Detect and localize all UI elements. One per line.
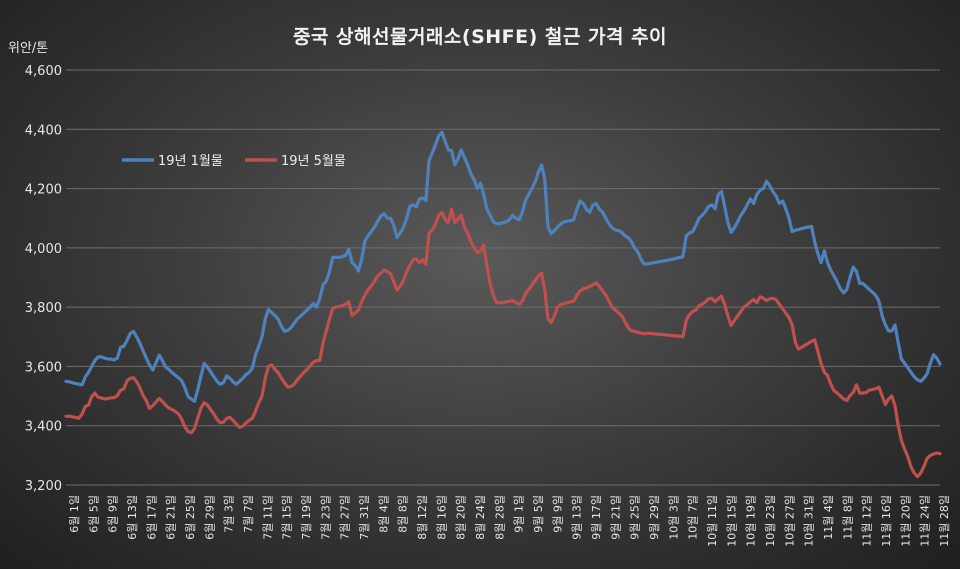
x-tick-label: 7월 15일 bbox=[280, 495, 294, 540]
x-tick-label: 10월 11일 bbox=[705, 495, 719, 547]
x-tick-label: 8월 20일 bbox=[454, 495, 468, 540]
x-tick-label: 6월 17일 bbox=[144, 495, 158, 540]
x-tick-label: 11월 24일 bbox=[918, 495, 932, 547]
y-tick-label: 3,400 bbox=[25, 420, 62, 435]
series-line-2 bbox=[64, 207, 942, 479]
x-tick-label: 10월 15일 bbox=[724, 495, 738, 547]
y-tick-label: 4,600 bbox=[25, 64, 62, 79]
y-tick-label: 3,200 bbox=[25, 479, 62, 494]
x-tick-label: 9월 13일 bbox=[570, 495, 584, 540]
x-tick-label: 8월 28일 bbox=[492, 495, 506, 540]
x-tick-label: 9월 9일 bbox=[550, 495, 564, 533]
x-tick-label: 10월 31일 bbox=[802, 495, 816, 547]
x-tick-label: 10월 23일 bbox=[763, 495, 777, 547]
x-tick-label: 9월 17일 bbox=[589, 495, 603, 540]
x-tick-label: 8월 4일 bbox=[376, 495, 390, 533]
x-tick-label: 9월 25일 bbox=[628, 495, 642, 540]
x-tick-label: 8월 8일 bbox=[396, 495, 410, 533]
x-tick-label: 6월 1일 bbox=[67, 495, 81, 533]
x-tick-label: 11월 8일 bbox=[840, 495, 854, 540]
x-tick-label: 6월 13일 bbox=[125, 495, 139, 540]
x-tick-label: 7월 11일 bbox=[260, 495, 274, 540]
x-tick-label: 10월 27일 bbox=[782, 495, 796, 547]
chart-title: 중국 상해선물거래소(SHFE) 철근 가격 추이 bbox=[292, 26, 668, 48]
x-tick-label: 9월 5일 bbox=[531, 495, 545, 533]
x-tick-label: 8월 24일 bbox=[473, 495, 487, 540]
x-tick-label: 7월 7일 bbox=[241, 495, 255, 533]
x-tick-label: 6월 9일 bbox=[106, 495, 120, 533]
x-tick-label: 8월 16일 bbox=[434, 495, 448, 540]
x-tick-label: 6월 29일 bbox=[202, 495, 216, 540]
series-line-1 bbox=[64, 130, 942, 403]
x-tick-label: 9월 29일 bbox=[647, 495, 661, 540]
x-tick-label: 7월 27일 bbox=[338, 495, 352, 540]
y-tick-label: 4,200 bbox=[25, 183, 62, 198]
x-tick-label: 6월 5일 bbox=[86, 495, 100, 533]
x-tick-label: 7월 3일 bbox=[222, 495, 236, 533]
x-tick-label: 10월 19일 bbox=[744, 495, 758, 547]
y-axis-unit-label: 위안/톤 bbox=[8, 41, 49, 56]
y-tick-label: 4,000 bbox=[25, 242, 62, 257]
x-tick-label: 10월 3일 bbox=[666, 495, 680, 540]
y-tick-label: 3,800 bbox=[25, 301, 62, 316]
x-tick-label: 6월 25일 bbox=[183, 495, 197, 540]
x-tick-label: 8월 12일 bbox=[415, 495, 429, 540]
x-tick-label: 7월 23일 bbox=[318, 495, 332, 540]
x-tick-label: 7월 19일 bbox=[299, 495, 313, 540]
y-tick-label: 3,600 bbox=[25, 360, 62, 375]
y-tick-label: 4,400 bbox=[25, 123, 62, 138]
x-tick-label: 11월 28일 bbox=[937, 495, 951, 547]
x-tick-label: 11월 12일 bbox=[860, 495, 874, 547]
x-tick-label: 9월 1일 bbox=[512, 495, 526, 533]
legend-label: 19년 5월물 bbox=[281, 154, 346, 169]
x-tick-label: 11월 20일 bbox=[898, 495, 912, 547]
x-tick-label: 9월 21일 bbox=[608, 495, 622, 540]
x-tick-label: 6월 21일 bbox=[164, 495, 178, 540]
x-tick-label: 10월 7일 bbox=[686, 495, 700, 540]
x-tick-label: 11월 16일 bbox=[879, 495, 893, 547]
x-tick-label: 11월 4일 bbox=[821, 495, 835, 540]
legend-label: 19년 1월물 bbox=[158, 154, 223, 169]
x-tick-label: 7월 31일 bbox=[357, 495, 371, 540]
